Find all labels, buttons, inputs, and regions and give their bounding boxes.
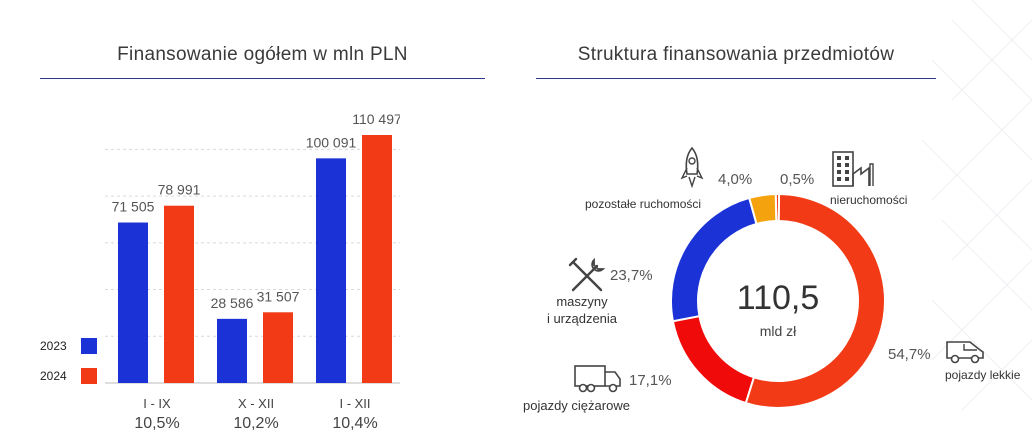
label-pozostale-ruchomosci: pozostałe ruchomości — [585, 197, 702, 211]
donut-center-unit: mld zł — [760, 323, 797, 339]
bar-value-label: 28 586 — [211, 295, 254, 311]
bar-chart: 71 505 28 586 100 091 78 991 31 507 110 497 — [105, 111, 400, 384]
slice-pojazdy-ciezarowe — [671, 315, 756, 405]
label-pojazdy-ciezarowe: pojazdy ciężarowe — [523, 398, 630, 413]
growth-value: 10,4% — [332, 415, 378, 432]
pct-nieruchomosci: 0,5% — [780, 171, 815, 188]
label-maszyny: maszyny i urządzenia — [546, 294, 618, 326]
building-icon — [832, 151, 874, 187]
legend-label: 2024 — [40, 369, 67, 383]
truck-icon — [574, 365, 621, 393]
pct-pojazdy-ciezarowe: 17,1% — [629, 372, 672, 389]
slice-maszyny — [670, 196, 758, 323]
bar-value-label: 110 497 — [352, 111, 400, 127]
left-chart-title: Finansowanie ogółem w mln PLN — [117, 44, 408, 65]
category-label: I - IX — [143, 396, 171, 411]
legend-2023: 2023 — [40, 338, 97, 354]
background-pattern — [921, 0, 1032, 411]
slice-pozostale — [747, 193, 778, 226]
donut-chart: 110,5 mld zł — [670, 192, 886, 409]
growth-value: 10,5% — [134, 415, 180, 432]
bar-value-label: 78 991 — [158, 182, 201, 198]
bar-value-label: 71 505 — [112, 199, 155, 215]
slice-pojazdy-lekkie — [744, 192, 886, 409]
legend-swatch-2023 — [80, 338, 97, 354]
category-x-xii: X - XII 10,2% — [216, 396, 296, 433]
bar-2023-1 — [217, 318, 247, 383]
category-i-ix: I - IX 10,5% — [117, 396, 197, 433]
left-title-rule — [40, 78, 485, 79]
pct-maszyny: 23,7% — [610, 267, 653, 284]
rocket-icon — [680, 146, 704, 189]
bar-2024-1 — [263, 312, 293, 383]
donut-center-value: 110,5 — [737, 279, 820, 317]
pct-pozostale-ruchomosci: 4,0% — [718, 171, 753, 188]
right-chart-title: Struktura finansowania przedmiotów — [577, 44, 895, 65]
bar-value-label: 31 507 — [257, 288, 300, 304]
legend-2024: 2024 — [40, 368, 97, 384]
bar-2023-0 — [118, 222, 148, 383]
category-label: I - XII — [339, 396, 371, 411]
bar-2024-0 — [164, 205, 194, 383]
bar-2023-2 — [316, 158, 346, 383]
tools-icon — [568, 257, 606, 292]
label-nieruchomosci: nieruchomości — [830, 193, 908, 207]
label-pojazdy-lekkie: pojazdy lekkie — [945, 368, 1021, 382]
legend-label: 2023 — [40, 339, 67, 353]
legend-swatch-2024 — [80, 368, 97, 384]
bar-value-label: 100 091 — [306, 134, 357, 150]
growth-value: 10,2% — [233, 415, 279, 432]
category-label: X - XII — [237, 396, 275, 411]
bar-2024-2 — [362, 135, 392, 383]
right-title-rule — [536, 78, 936, 79]
category-i-xii: I - XII 10,4% — [315, 396, 395, 433]
van-icon — [946, 341, 984, 364]
pct-pojazdy-lekkie: 54,7% — [888, 346, 931, 363]
